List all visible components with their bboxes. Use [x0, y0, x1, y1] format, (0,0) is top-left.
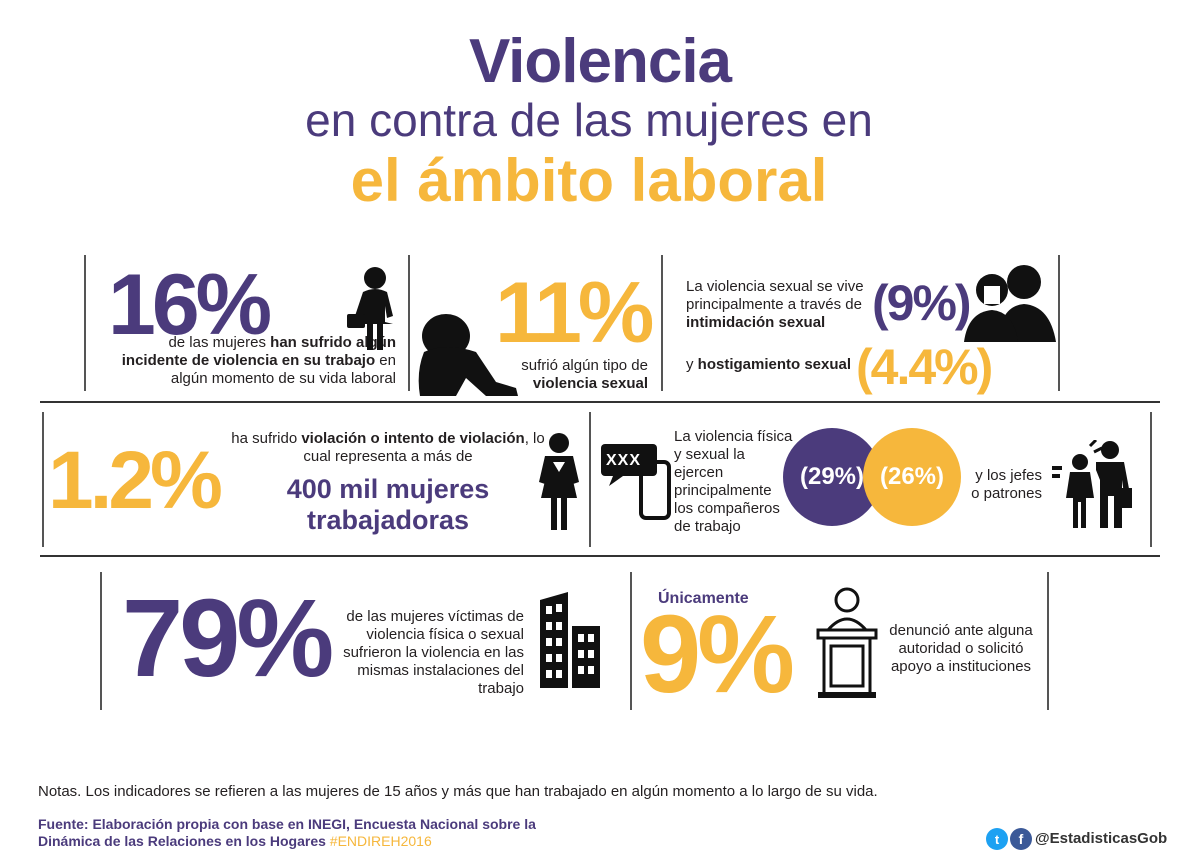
xxx-bubble-text: XXX — [606, 452, 642, 469]
harassment-text: y — [686, 356, 698, 373]
source-text: Fuente: Elaboración propia con base en I… — [38, 816, 536, 850]
row-divider — [40, 401, 1160, 403]
harassment-couple-icon — [962, 262, 1058, 342]
rape-description: ha sufrido violación o intento de violac… — [228, 430, 548, 466]
woman-figure-icon — [537, 432, 581, 532]
rape-bold-text: violación o intento de violación — [301, 430, 525, 447]
stat-9-percent-report: 9% — [640, 593, 795, 716]
businesswoman-icon — [345, 266, 401, 352]
divider — [630, 572, 632, 710]
rape-text-end: , lo cual representa a más de — [303, 430, 545, 465]
workers-highlight-line-1: 400 mil mujeres — [286, 474, 490, 504]
stat-29-percent: (29%) — [799, 463, 865, 490]
harassment-label: hostigamiento sexual — [697, 356, 852, 373]
divider — [661, 255, 663, 391]
stat-16-description: de las mujeres han sufrido algún inciden… — [106, 334, 396, 388]
divider — [84, 255, 86, 391]
stat-16-text-end: en algún momento de su vida laboral — [170, 352, 396, 387]
stat-16-text: de las mujeres — [168, 334, 271, 351]
divider — [1058, 255, 1060, 391]
divider — [408, 255, 410, 391]
stat-16-bold-text: han sufrido algún incidente de violencia… — [121, 334, 396, 369]
intimidation-label: intimidación sexual — [686, 314, 826, 331]
stat-26-percent: (26%) — [879, 463, 945, 490]
judge-podium-icon — [814, 584, 880, 700]
divider — [1047, 572, 1049, 710]
title-line-3: el ámbito laboral — [350, 147, 828, 214]
stat-11-text: sufrió algún tipo de — [521, 357, 648, 374]
workplace-violence-description: de las mujeres víctimas de violencia fís… — [343, 608, 524, 697]
bosses-description: y los jefes o patrones — [971, 467, 1042, 502]
divider — [1150, 412, 1152, 547]
divider — [589, 412, 591, 547]
rape-text: ha sufrido — [231, 430, 302, 447]
hashtag[interactable]: #ENDIREH2016 — [329, 833, 432, 849]
title-line-2: en contra de las mujeres en — [305, 94, 873, 146]
report-description: denunció ante alguna autoridad o solicit… — [889, 622, 1033, 675]
workers-highlight-line-2: trabajadoras — [306, 505, 470, 535]
stat-16-percent: 16% — [108, 257, 272, 353]
stat-11-percent: 11% — [495, 265, 654, 361]
phone-message-icon — [599, 442, 673, 520]
circle-26-percent: (26%) — [863, 428, 961, 526]
stat-4-4-percent: (4.4%) — [856, 339, 993, 395]
stat-11-description: sufrió algún tipo de violencia sexual — [470, 357, 648, 393]
stat-9-percent: (9%) — [872, 275, 972, 331]
notes-text: Notas. Los indicadores se refieren a las… — [38, 783, 878, 800]
stat-11-bold-text: violencia sexual — [532, 375, 648, 392]
social-handle[interactable]: @EstadisticasGob — [1035, 830, 1168, 847]
workers-highlight: 400 mil mujeres trabajadoras — [238, 474, 538, 536]
row-divider — [40, 555, 1160, 557]
office-buildings-icon — [538, 590, 602, 690]
facebook-icon[interactable]: f — [1010, 828, 1032, 850]
stat-sexual-text: La violencia sexual se vive principalmen… — [686, 278, 864, 313]
sitting-woman-icon — [416, 312, 520, 398]
divider — [42, 412, 44, 547]
stat-1-2-percent: 1.2% — [48, 435, 223, 526]
harassment-description: y hostigamiento sexual — [686, 356, 851, 374]
divider — [100, 572, 102, 710]
boss-harassment-icon — [1050, 440, 1136, 530]
only-label: Únicamente — [658, 590, 749, 607]
source-line-2: Dinámica de las Relaciones en los Hogare… — [38, 833, 330, 849]
source-line-1: Fuente: Elaboración propia con base en I… — [38, 816, 536, 832]
stat-sexual-violence-description: La violencia sexual se vive principalmen… — [686, 278, 876, 332]
title-line-1: Violencia — [468, 27, 732, 96]
twitter-icon[interactable]: t — [986, 828, 1008, 850]
perpetrators-description: La violencia física y sexual la ejercen … — [674, 428, 793, 535]
stat-79-percent: 79% — [122, 577, 334, 700]
